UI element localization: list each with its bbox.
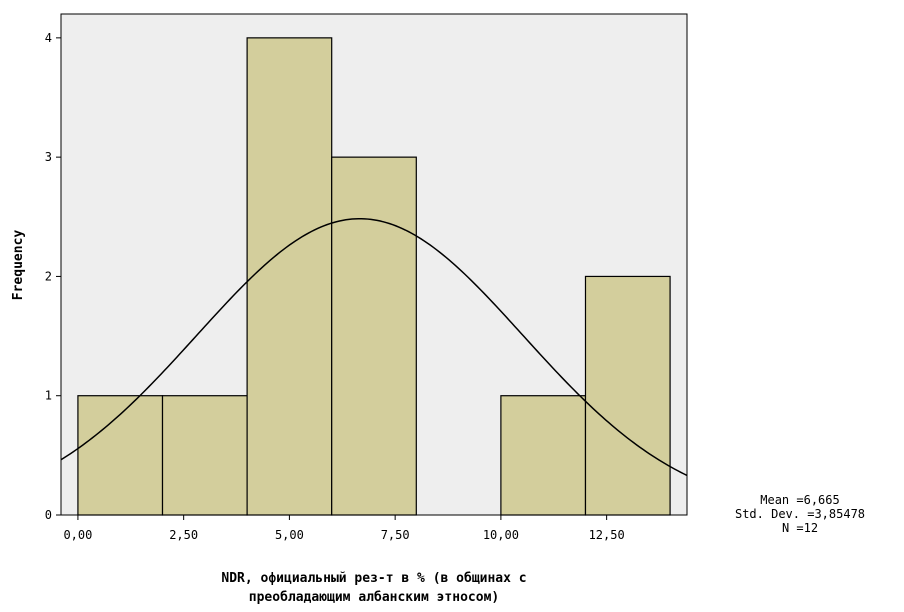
stat-n: N =12: [781, 521, 819, 535]
histogram-bar: [246, 37, 333, 516]
bars-group: [77, 37, 671, 516]
y-tick-label: 1: [45, 389, 52, 403]
stat-std-dev: Std. Dev. =3,85478: [734, 507, 866, 521]
x-tick-label: 12,50: [589, 528, 625, 542]
summary-stats: Mean =6,665 Std. Dev. =3,85478 N =12: [700, 493, 900, 535]
histogram-bar: [500, 395, 587, 516]
x-axis-title-line1: NDR, официальный рез-т в % (в общинах с: [221, 571, 526, 586]
y-tick-label: 4: [45, 31, 52, 45]
normal-curve: [60, 217, 688, 477]
x-tick-label: 2,50: [169, 528, 198, 542]
x-tick-label: 0,00: [63, 528, 92, 542]
histogram-bar: [77, 395, 164, 516]
y-tick-label: 0: [45, 508, 52, 522]
histogram-bar: [584, 275, 671, 516]
histogram-bar: [331, 156, 417, 516]
x-tick-label: 5,00: [275, 528, 304, 542]
stat-mean: Mean =6,665: [760, 493, 840, 507]
y-tick-label: 2: [45, 269, 52, 283]
x-axis: 0,00 2,50 5,00 7,50 10,00 12,50: [63, 515, 625, 542]
y-axis-title: Frequency: [11, 230, 26, 301]
x-axis-title-line2: преобладающим албанским этносом): [249, 590, 499, 605]
histogram-bar: [161, 395, 248, 516]
x-tick-label: 10,00: [483, 528, 519, 542]
y-tick-label: 3: [45, 150, 52, 164]
y-axis: 0 1 2 3 4: [45, 31, 61, 522]
x-tick-label: 7,50: [381, 528, 410, 542]
